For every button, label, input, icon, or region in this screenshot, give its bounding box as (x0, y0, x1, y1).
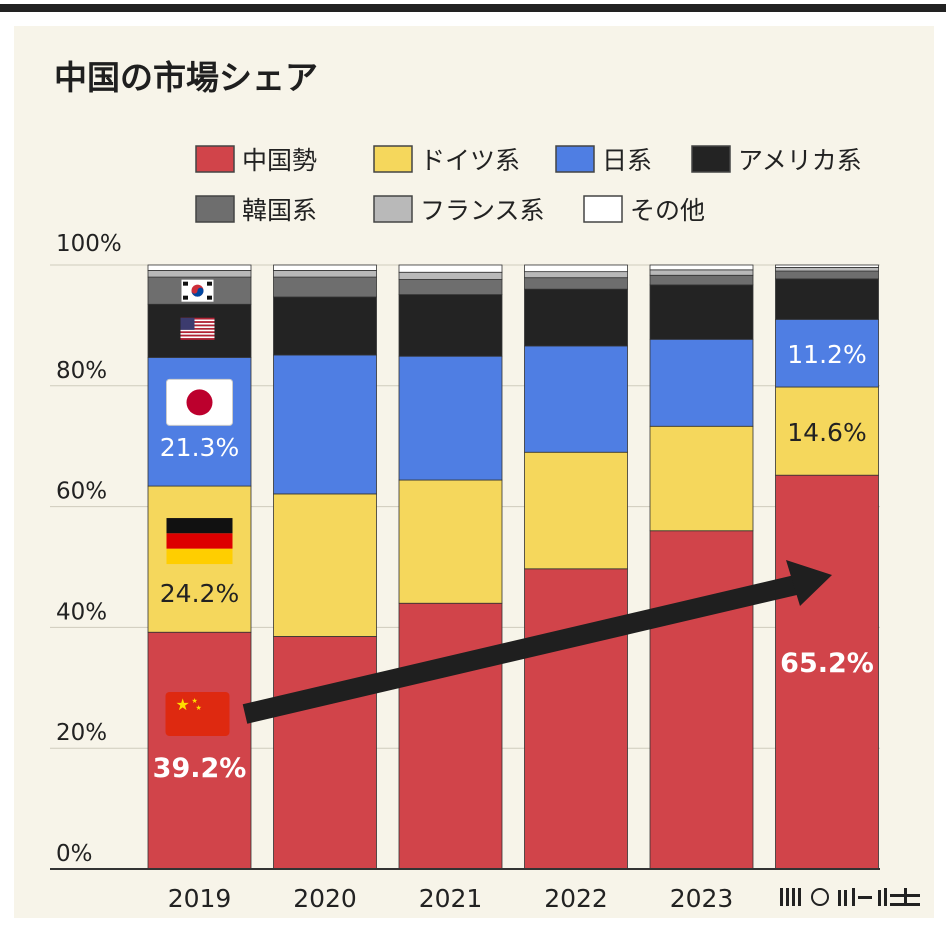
chart-title: 中国の市場シェア (54, 58, 318, 97)
bar-segment (273, 493, 377, 637)
y-tick-label: 80% (56, 358, 107, 384)
bar-segment (273, 264, 377, 271)
bar-segment (398, 479, 503, 604)
bar-segment (147, 631, 252, 870)
legend-item: 韓国系 (195, 195, 317, 225)
svg-text:★: ★ (176, 695, 190, 714)
bar-segment (273, 296, 377, 356)
bar-segment (273, 276, 377, 298)
bar-segment (524, 451, 628, 570)
bar-segment (398, 271, 503, 280)
bar-segment (775, 267, 879, 272)
data-label: 21.3% (160, 433, 239, 462)
bar-segment (398, 602, 503, 870)
bar-segment (524, 345, 628, 453)
y-tick-label: 100% (56, 231, 122, 257)
legend-swatch (195, 145, 235, 173)
bar-segment (273, 270, 377, 278)
bar-segment (398, 294, 503, 357)
data-label: 24.2% (160, 579, 239, 608)
bar-segment (649, 338, 754, 427)
svg-text:★: ★ (192, 697, 198, 705)
legend-item: 中国勢 (195, 145, 317, 175)
legend-item: アメリカ系 (691, 145, 862, 175)
bar-segment (524, 277, 628, 290)
legend-label: 中国勢 (242, 146, 317, 175)
bar-segment (775, 278, 879, 320)
bar-segment (649, 264, 754, 271)
legend-swatch (583, 195, 623, 223)
bar-segment (524, 568, 628, 870)
japan-flag-icon (166, 378, 233, 426)
legend-label: ドイツ系 (420, 146, 520, 175)
legend-item: その他 (583, 195, 705, 225)
bar-segment (775, 264, 879, 268)
legend-swatch (555, 145, 595, 173)
legend-label: その他 (630, 196, 705, 225)
legend-swatch (195, 195, 235, 223)
bar-segment (775, 270, 879, 280)
y-tick-label: 20% (56, 720, 107, 746)
bar-segment (649, 284, 754, 340)
x-tick-label: 2021 (419, 884, 483, 913)
bar-segment (524, 264, 628, 273)
bar-segment (398, 264, 503, 273)
legend-swatch (373, 145, 413, 173)
bar-segment (649, 274, 754, 286)
bar-segment (273, 636, 377, 870)
bar-segment (398, 355, 503, 481)
china-flag-icon: ★ ★★ (165, 692, 230, 736)
data-label: 14.6% (787, 418, 866, 447)
legend-item: フランス系 (373, 195, 545, 225)
bar-segment (524, 271, 628, 279)
y-tick-label: 40% (56, 599, 107, 625)
x-tick-label: 2023 (670, 884, 734, 913)
bar-segment (147, 264, 252, 271)
watermark-icon (780, 888, 920, 906)
y-tick-label: 60% (56, 479, 107, 505)
usa-flag-icon (180, 317, 215, 340)
x-tick-label: 2020 (293, 884, 357, 913)
legend-item: 日系 (555, 145, 652, 175)
bar-segment (775, 318, 879, 388)
germany-flag-icon (166, 518, 233, 565)
bar-segment (147, 270, 252, 278)
bar-segment (649, 425, 754, 532)
bar-segment (649, 530, 754, 870)
top-border (0, 4, 946, 12)
bar-segment (398, 279, 503, 295)
bar-segment (524, 288, 628, 347)
bar-segment (649, 269, 754, 276)
legend-label: 韓国系 (242, 196, 317, 225)
legend-swatch (373, 195, 413, 223)
bar-segment (273, 354, 377, 495)
data-label: 11.2% (787, 340, 866, 369)
data-label: 65.2% (780, 648, 874, 679)
legend-swatch (691, 145, 731, 173)
y-tick-label: 0% (56, 841, 93, 867)
legend-item: ドイツ系 (373, 145, 520, 175)
x-tick-label: 2019 (168, 884, 232, 913)
x-tick-label: 2022 (544, 884, 608, 913)
legend-label: アメリカ系 (738, 146, 862, 175)
korea-flag-icon (181, 279, 214, 302)
legend-label: 日系 (602, 146, 652, 175)
trend-arrow-icon (242, 560, 832, 724)
legend-label: フランス系 (420, 196, 545, 225)
data-label: 39.2% (153, 753, 247, 784)
svg-text:★: ★ (196, 704, 202, 712)
bar-segment (775, 386, 879, 476)
